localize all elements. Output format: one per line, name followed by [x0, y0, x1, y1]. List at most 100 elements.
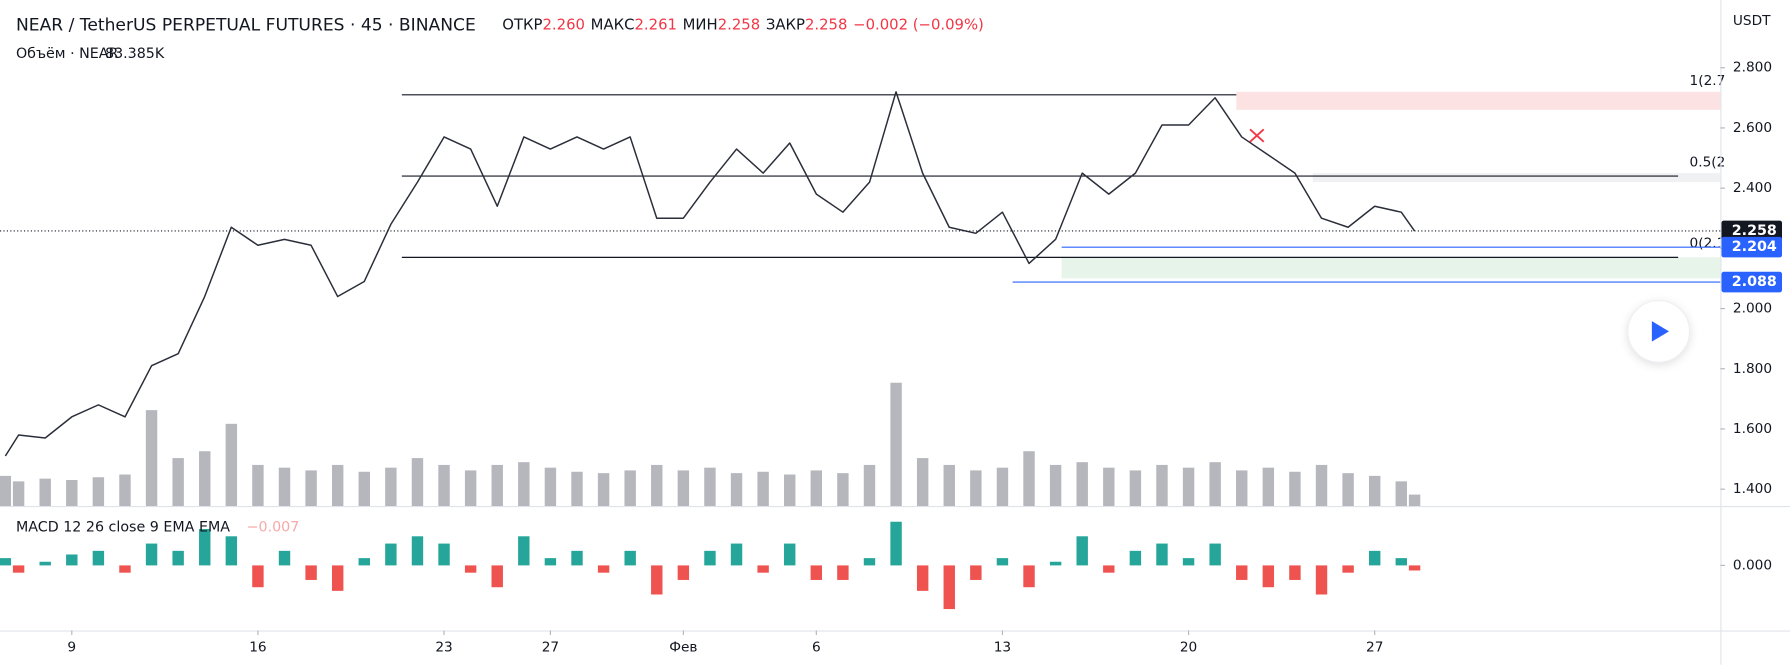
price-label-box	[1721, 271, 1783, 293]
price-label-box	[1721, 236, 1783, 258]
macd-bar	[172, 550, 184, 566]
volume-last: 83.385K	[105, 46, 165, 62]
volume-bar	[651, 464, 663, 507]
volume-bar	[491, 464, 503, 507]
play-icon[interactable]	[1651, 321, 1669, 342]
y-tick-label: 1.400	[1733, 481, 1772, 497]
symbol-title: NEAR / TetherUS PERPETUAL FUTURES · 45 ·…	[16, 15, 476, 35]
macd-tick-label: 0.000	[1733, 557, 1772, 573]
volume-legend: Объём · NEAR	[16, 46, 119, 62]
volume-bar	[385, 467, 397, 507]
x-tick-label: 13	[994, 640, 1011, 656]
volume-bar	[172, 458, 184, 507]
open-value: 2.260	[542, 16, 584, 33]
volume-bar	[1315, 464, 1328, 507]
macd-bar	[1156, 543, 1168, 566]
high-value: 2.261	[634, 16, 676, 33]
macd-bar	[438, 543, 450, 566]
volume-bar	[970, 470, 982, 507]
macd-bar	[1049, 561, 1062, 566]
volume-bar	[916, 458, 929, 507]
change-value: −0.002 (−0.09%)	[853, 16, 984, 33]
volume-bar	[810, 470, 823, 507]
volume-bar	[943, 464, 955, 507]
macd-bar	[491, 565, 503, 588]
volume-bar	[66, 479, 78, 507]
y-tick-label: 2.000	[1733, 301, 1772, 317]
volume-bar	[12, 481, 25, 507]
price-axis-unit: USDT	[1733, 13, 1771, 29]
y-tick-label: 2.400	[1733, 180, 1772, 196]
macd-bar	[810, 565, 823, 580]
macd-bar	[518, 536, 530, 566]
macd-bar	[12, 565, 25, 573]
volume-bar	[544, 467, 557, 507]
macd-bar	[199, 529, 211, 566]
volume-bar	[677, 470, 690, 507]
volume-bar	[1408, 494, 1421, 507]
volume-bar	[784, 474, 796, 507]
y-tick-label: 2.600	[1733, 120, 1772, 136]
macd-bar	[1129, 550, 1142, 566]
macd-bar	[1368, 550, 1381, 566]
macd-bar	[1076, 536, 1088, 566]
x-tick-label: 23	[435, 640, 452, 656]
macd-bar	[970, 565, 982, 580]
macd-bar	[996, 558, 1009, 566]
volume-bar	[571, 471, 583, 507]
macd-bar	[145, 543, 158, 566]
volume-bar	[1023, 451, 1035, 507]
macd-bar	[1209, 543, 1221, 566]
macd-bar	[651, 565, 663, 595]
volume-bar	[145, 410, 158, 507]
volume-bar	[996, 467, 1009, 507]
low-label: МИН	[683, 16, 718, 33]
macd-bar	[92, 550, 105, 566]
close-value: 2.258	[805, 16, 847, 33]
close-label: ЗАКР	[766, 16, 805, 33]
x-tick-label: 27	[1366, 640, 1383, 656]
volume-bar	[411, 458, 424, 507]
volume-bar	[863, 464, 876, 507]
x-tick-label: 9	[67, 640, 76, 656]
macd-bar	[943, 565, 955, 610]
volume-bar	[1182, 467, 1195, 507]
x-tick-label: 16	[249, 640, 266, 656]
macd-legend: MACD 12 26 close 9 EMA EMA	[16, 520, 230, 536]
macd-bar	[704, 550, 716, 566]
macd-bar	[305, 565, 317, 580]
volume-bar	[757, 471, 769, 507]
macd-bar	[1262, 565, 1275, 588]
volume-bar	[464, 470, 477, 507]
price-label: 2.088	[1732, 274, 1777, 290]
fib-level-label: 0(2.1	[1690, 236, 1726, 252]
macd-bar	[597, 565, 610, 573]
macd-bar	[0, 558, 12, 566]
volume-bar	[0, 475, 12, 507]
cross-marker	[1249, 128, 1265, 143]
volume-bar	[119, 474, 131, 507]
drawings-back	[401, 91, 1721, 279]
macd-bar	[39, 561, 51, 566]
macd-last: −0.007	[247, 520, 300, 536]
macd-bar	[385, 543, 397, 566]
price-line	[4, 91, 1416, 457]
volume-bar	[890, 382, 902, 507]
price-zone	[1236, 91, 1721, 110]
macd-bar	[730, 543, 743, 566]
volume-bar	[1368, 475, 1381, 507]
volume-bar	[305, 470, 317, 507]
volume-bar	[1262, 467, 1275, 507]
open-label: ОТКР	[502, 16, 542, 33]
volume-bar	[92, 477, 105, 507]
volume-bar	[331, 464, 344, 507]
macd-bar	[863, 558, 876, 566]
volume-bar	[438, 464, 450, 507]
macd-bar	[1342, 565, 1354, 573]
macd-bar	[1315, 565, 1328, 595]
fib-level-label: 0.5(2	[1690, 154, 1726, 170]
price-zone	[1061, 257, 1721, 279]
volume-bar	[1395, 481, 1407, 507]
volume-bar	[730, 473, 743, 507]
volume-bar	[597, 473, 610, 507]
